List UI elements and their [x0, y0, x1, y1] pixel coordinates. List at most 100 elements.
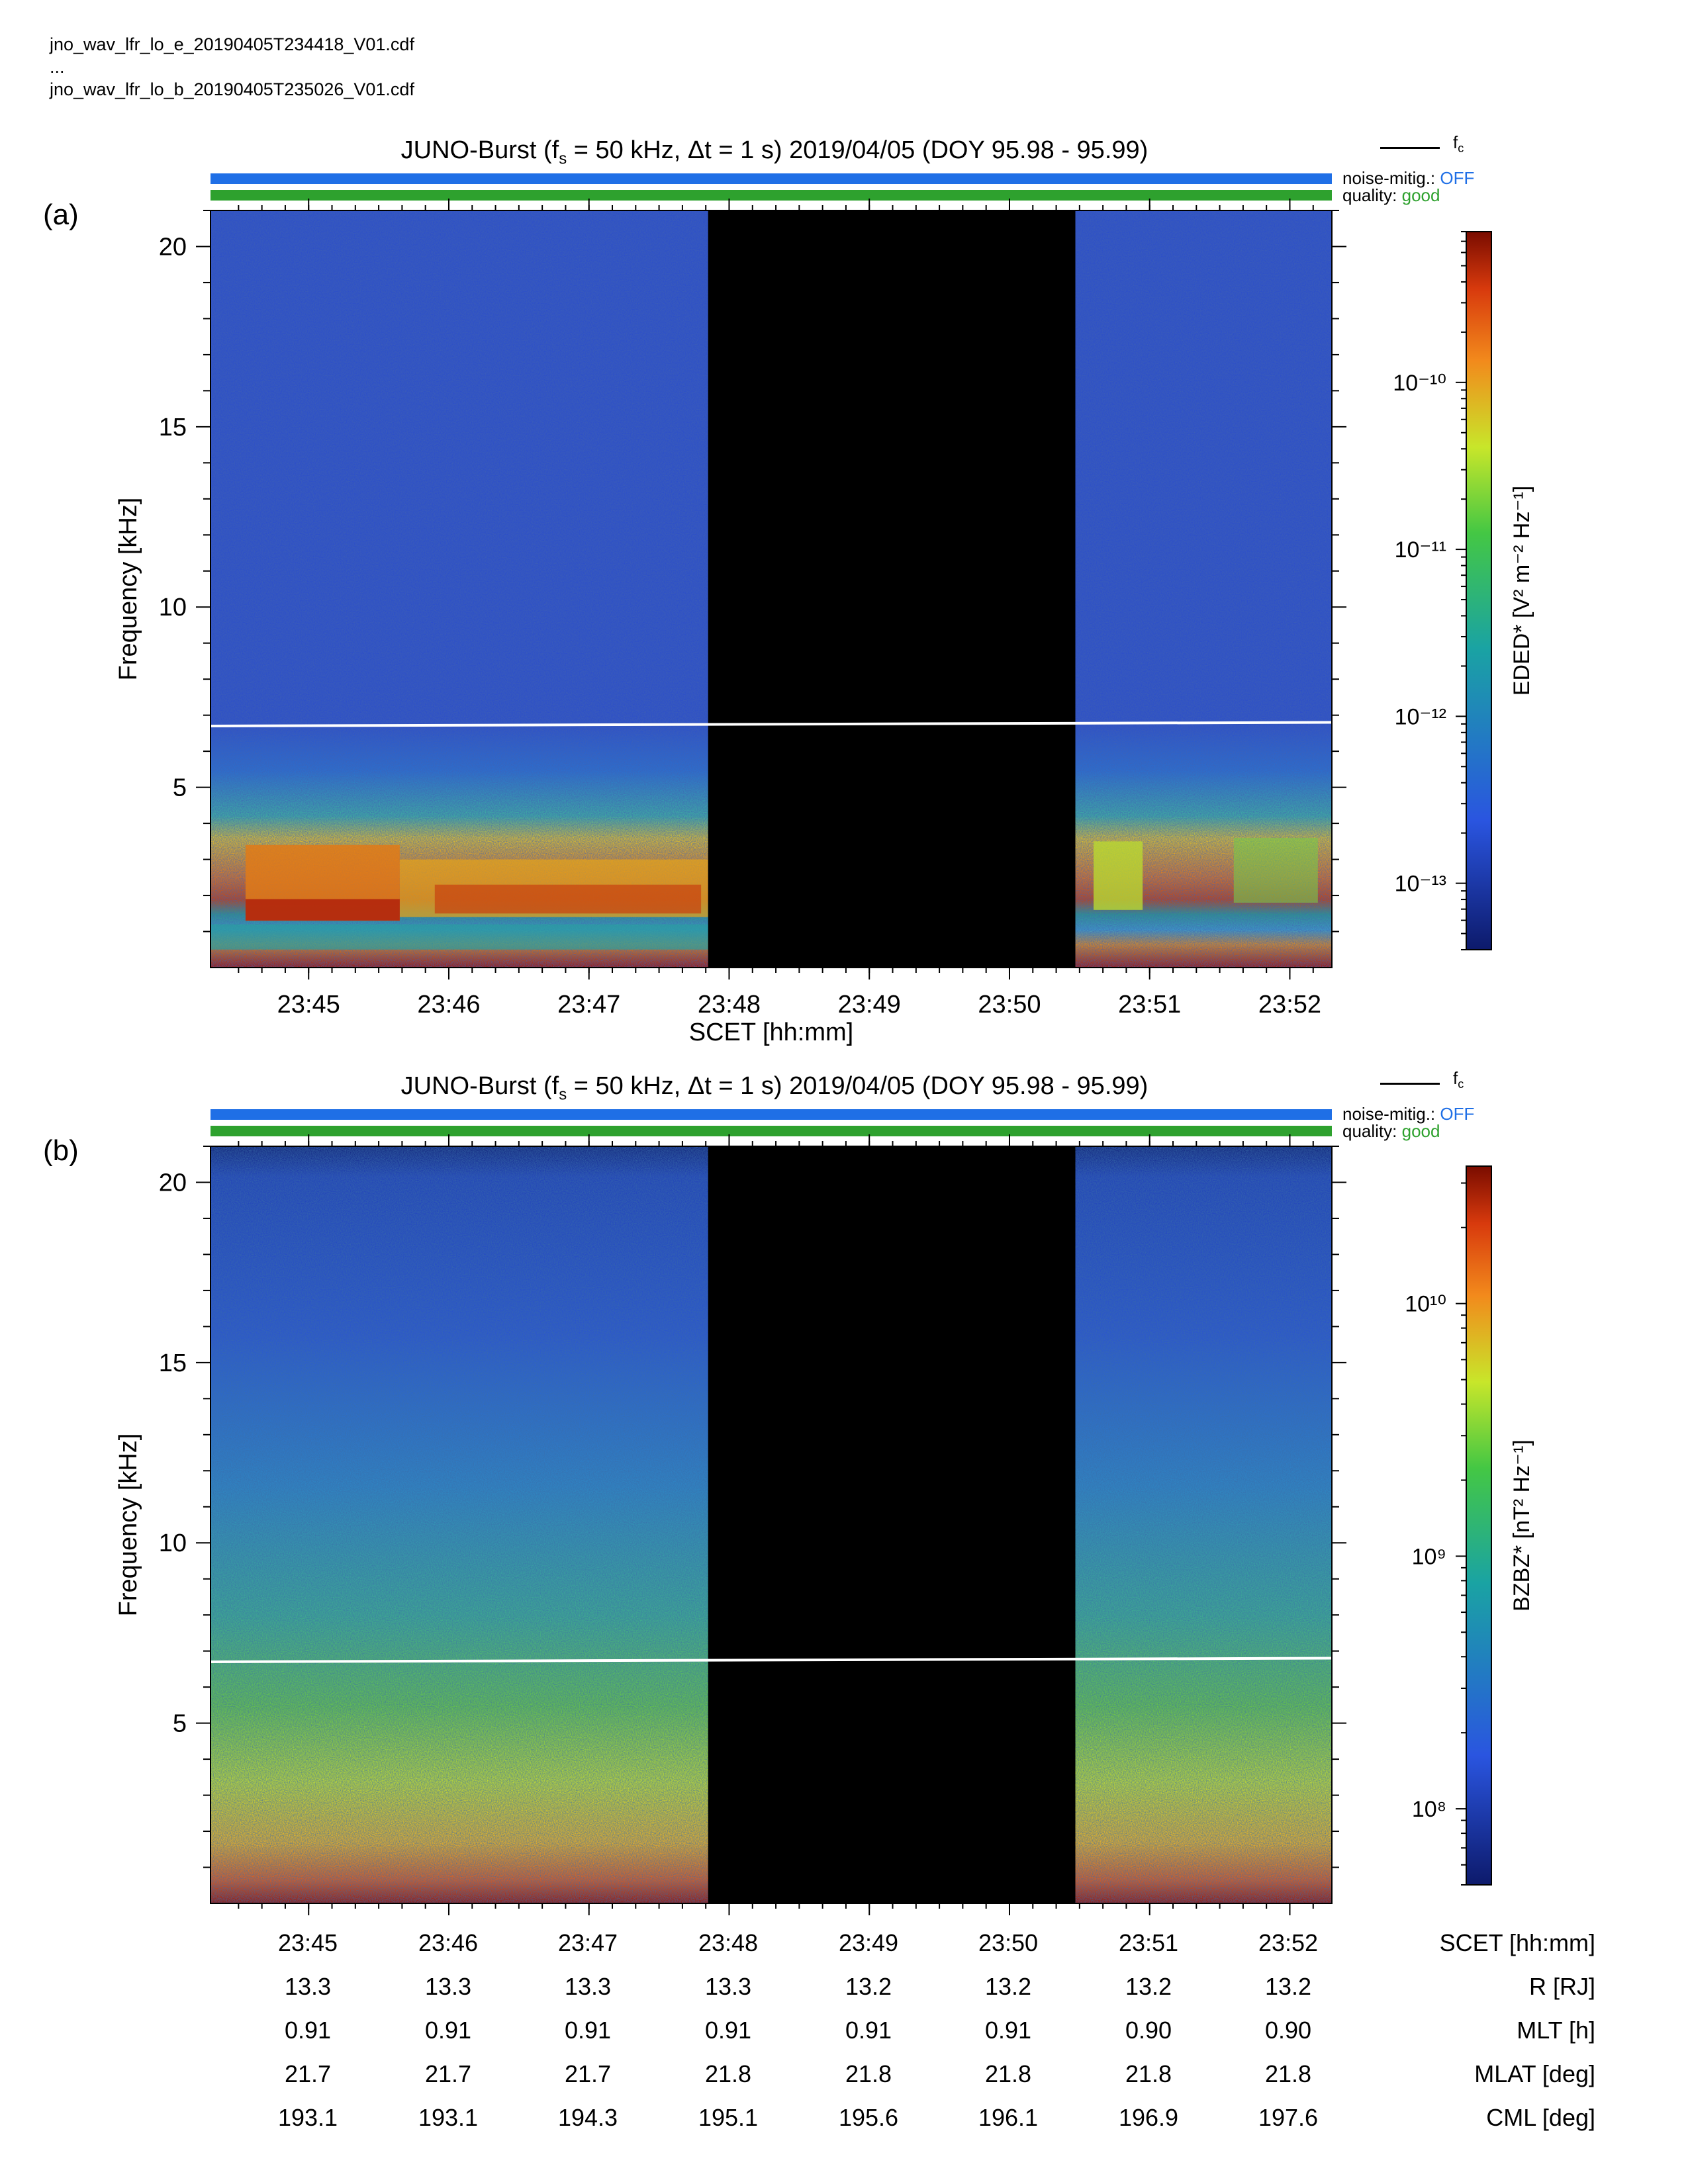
colorbar-label: EDED* [V² m⁻² Hz⁻¹] [1509, 486, 1534, 696]
emission-gap-band [211, 924, 708, 950]
plot-frame [210, 1146, 1333, 1904]
panel-a-title-rest: = 50 kHz, Δt = 1 s) 2019/04/05 (DOY 95.9… [567, 136, 1149, 164]
table-cell: 0.91 [564, 2017, 612, 2044]
colorbar-tick-label: 10⁻¹³ [1395, 872, 1446, 897]
table-cell: 0.91 [845, 2017, 892, 2044]
x-tick-label: 23:50 [978, 991, 1041, 1019]
table-row-name: MLAT [deg] [1474, 2060, 1595, 2087]
panel-b-noise-bar [211, 1109, 1332, 1120]
table-cell: 13.3 [284, 1973, 332, 2000]
table-cell: 21.8 [1125, 2060, 1172, 2087]
x-tick-label: 23:48 [698, 991, 761, 1019]
table-row-name: SCET [hh:mm] [1439, 1929, 1595, 1956]
panel-a-label: (a) [43, 199, 79, 231]
data-gap [708, 1146, 1076, 1903]
table-cell: 0.91 [704, 2017, 752, 2044]
colorbar-tick-label: 10¹⁰ [1405, 1292, 1446, 1317]
fc-line [210, 1657, 1333, 1664]
table-cell: 197.6 [1258, 2104, 1319, 2131]
table-cell: 196.9 [1118, 2104, 1179, 2131]
panel-a-noise-bar [211, 173, 1332, 184]
emission-band-core [245, 899, 400, 921]
table-cell: 23:52 [1258, 1929, 1319, 1956]
colorbar-tick-label: 10⁻¹⁰ [1393, 371, 1446, 396]
table-cell: 21.8 [984, 2060, 1032, 2087]
table-cell: 23:46 [418, 1929, 479, 1956]
y-tick-label: 10 [159, 594, 187, 621]
table-cell: 23:51 [1118, 1929, 1179, 1956]
table-cell: 193.1 [418, 2104, 479, 2131]
y-tick-label: 5 [173, 1710, 187, 1738]
table-cell: 0.90 [1264, 2017, 1312, 2044]
y-tick-label: 5 [173, 774, 187, 802]
table-cell: 0.91 [984, 2017, 1032, 2044]
table-cell: 195.6 [838, 2104, 899, 2131]
table-cell: 23:49 [838, 1929, 899, 1956]
table-cell: 13.3 [704, 1973, 752, 2000]
x-tick-label: 23:46 [417, 991, 480, 1019]
table-cell: 195.1 [698, 2104, 759, 2131]
panel-a-title-sub: s [559, 150, 567, 168]
colorbar-label: BZBZ* [nT² Hz⁻¹] [1509, 1439, 1534, 1612]
panel-a-quality-status: quality: good [1342, 185, 1440, 205]
emission-band-core [434, 884, 702, 914]
panel-b-title-prefix: JUNO-Burst (f [400, 1072, 559, 1100]
panel-a-fc-legend-line [1380, 147, 1440, 149]
panel-b-title: JUNO-Burst (fs = 50 kHz, Δt = 1 s) 2019/… [212, 1072, 1337, 1105]
colorbar-tick-label: 10⁹ [1412, 1544, 1446, 1569]
colorbar-tick-label: 10⁻¹² [1395, 704, 1446, 729]
panel-b-fc-legend-label: fc [1453, 1068, 1464, 1091]
y-axis-label: Frequency [kHz] [115, 1433, 142, 1617]
panel-a-plot: 5 10 15 20 23:45 23:46 23:47 23:48 23:49 23:50 23:… [115, 199, 1534, 1046]
file-name-e: jno_wav_lfr_lo_e_20190405T234418_V01.cdf [50, 34, 414, 54]
table-cell: 0.91 [284, 2017, 332, 2044]
panel-a-noise-status: noise-mitig.: OFF [1342, 168, 1475, 188]
table-cell: 23:48 [698, 1929, 759, 1956]
panel-b-fc-legend-line [1380, 1083, 1440, 1085]
table-cell: 23:50 [978, 1929, 1039, 1956]
table-cell: 196.1 [978, 2104, 1039, 2131]
panel-b-noise-status: noise-mitig.: OFF [1342, 1104, 1475, 1124]
x-tick-label: 23:49 [838, 991, 901, 1019]
colorbar [1466, 231, 1492, 950]
plot-frame [210, 210, 1333, 968]
fc-line [210, 721, 1333, 728]
table-cell: 0.90 [1125, 2017, 1172, 2044]
table-cell: 21.7 [424, 2060, 472, 2087]
panel-a-title: JUNO-Burst (fs = 50 kHz, Δt = 1 s) 2019/… [212, 136, 1337, 169]
table-cell: 13.2 [1264, 1973, 1312, 2000]
file-name-b: jno_wav_lfr_lo_b_20190405T235026_V01.cdf [50, 79, 414, 99]
colorbar-tick-label: 10⁸ [1412, 1797, 1446, 1822]
y-tick-label: 20 [159, 1169, 187, 1197]
table-cell: 194.3 [557, 2104, 618, 2131]
table-cell: 13.2 [984, 1973, 1032, 2000]
table-cell: 21.7 [564, 2060, 612, 2087]
table-cell: 0.91 [424, 2017, 472, 2044]
panel-b-quality-bar [211, 1126, 1332, 1136]
table-cell: 13.2 [1125, 1973, 1172, 2000]
panel-b-title-rest: = 50 kHz, Δt = 1 s) 2019/04/05 (DOY 95.9… [567, 1072, 1149, 1100]
table-cell: 23:47 [557, 1929, 618, 1956]
panel-b-title-sub: s [559, 1085, 567, 1104]
y-axis-label: Frequency [kHz] [115, 498, 142, 681]
table-cell: 13.3 [424, 1973, 472, 2000]
panel-a-fc-legend-label: fc [1453, 132, 1464, 156]
table-cell: 193.1 [277, 2104, 338, 2131]
x-tick-label: 23:51 [1118, 991, 1181, 1019]
emission-patch [1233, 837, 1318, 903]
x-tick-label: 23:45 [277, 991, 340, 1019]
colorbar-tick-label: 10⁻¹¹ [1395, 537, 1446, 563]
table-row-name: MLT [h] [1517, 2017, 1595, 2044]
table-row-name: CML [deg] [1486, 2104, 1595, 2131]
y-tick-label: 15 [159, 414, 187, 441]
x-tick-label: 23:52 [1258, 991, 1321, 1019]
emission-patch [1094, 841, 1143, 910]
table-cell: 21.8 [704, 2060, 752, 2087]
panel-b-plot: 5 10 15 20 Frequency [kHz] 10¹⁰ 10⁹ 10⁸ BZBZ* [n… [115, 1134, 1534, 1915]
table-cell: 23:45 [277, 1929, 338, 1956]
panel-b-label: (b) [43, 1134, 79, 1167]
panel-a-quality-bar [211, 190, 1332, 201]
x-axis-label: SCET [hh:mm] [689, 1019, 853, 1046]
file-ellipsis: ... [50, 57, 65, 77]
